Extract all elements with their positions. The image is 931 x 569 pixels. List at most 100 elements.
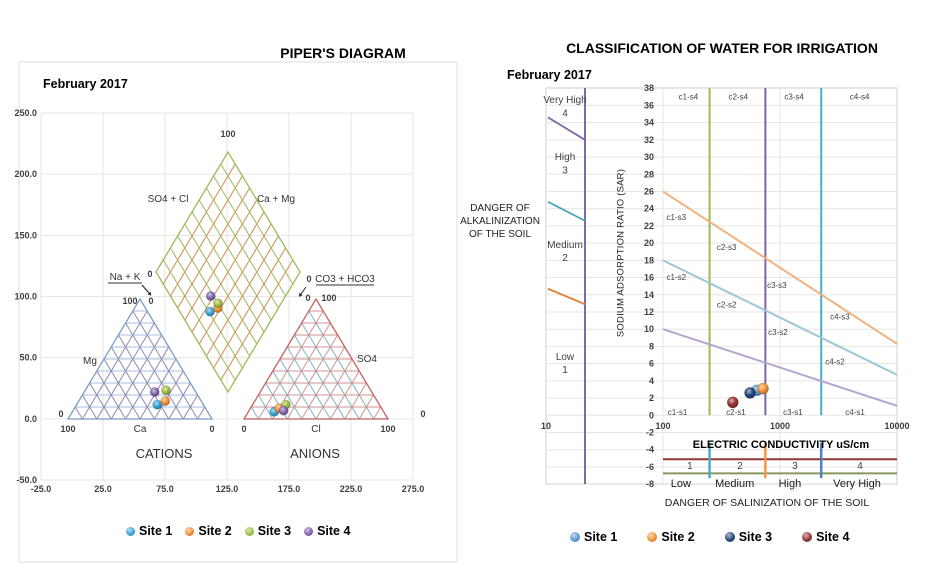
legend-label: Site 2 <box>198 524 232 538</box>
diamond-grid <box>205 235 279 357</box>
sar-tick: 24 <box>644 204 654 214</box>
zone-label: c2-s1 <box>726 408 746 417</box>
ternary-grid <box>344 382 367 420</box>
piper-point-site-4-anion[interactable] <box>278 405 289 416</box>
legend-item-site-4[interactable]: Site 4 <box>304 524 350 538</box>
piper-point-site-1-cation[interactable] <box>152 399 163 410</box>
sar-tick: 12 <box>644 307 654 317</box>
piper-annotation: 0 <box>306 274 311 284</box>
ussl-point-site-3[interactable] <box>744 387 756 399</box>
ternary-grid <box>293 334 346 420</box>
legend-marker <box>647 532 658 542</box>
ternary-grid <box>168 382 191 420</box>
legend-item-site-3[interactable]: Site 3 <box>244 524 291 538</box>
sar-tick: 22 <box>644 221 654 231</box>
legend-item-site-2[interactable]: Site 2 <box>185 524 232 538</box>
ussl-frame <box>545 87 898 485</box>
arrowhead <box>298 292 303 297</box>
piper-annotation: 100 <box>321 293 336 303</box>
salinization-class-number: 1 <box>687 461 693 472</box>
sar-tick: 26 <box>644 186 654 196</box>
piper-annotation: Ca <box>134 424 147 435</box>
zone-label: c1-s2 <box>667 273 687 282</box>
piper-annotation: 100 <box>220 129 235 139</box>
legend-item-site-2[interactable]: Site 2 <box>647 530 695 544</box>
legend-item-site-1[interactable]: Site 1 <box>126 524 172 538</box>
piper-y-tick: 200.0 <box>14 169 37 179</box>
sar-tick: 38 <box>644 83 654 93</box>
piper-point-site-4-cation[interactable] <box>149 387 160 397</box>
salinization-class-number: 3 <box>792 461 798 472</box>
ternary-grid <box>96 370 127 420</box>
sar-tick: 20 <box>644 238 654 248</box>
sar-tick: 16 <box>644 273 654 283</box>
ternary-grid <box>110 334 163 420</box>
legend-label: Site 1 <box>139 524 173 538</box>
ec-tick: 100 <box>655 421 670 431</box>
piper-annotation: 0 <box>305 293 310 303</box>
piper-annotation: 0 <box>58 409 63 419</box>
legend-item-site-4[interactable]: Site 4 <box>802 530 849 544</box>
piper-annotation: 0 <box>147 269 152 279</box>
salinization-class-label: Very High <box>833 478 881 490</box>
alkalinity-class-boundary <box>547 287 586 306</box>
sodium-boundary-line <box>662 328 898 407</box>
sar-tick: 6 <box>649 359 654 369</box>
piper-annotation: 100 <box>122 296 137 306</box>
cations-caption: CATIONS <box>135 446 193 461</box>
legend-marker <box>724 532 735 542</box>
piper-point-site-4-diamond[interactable] <box>205 291 216 301</box>
piper-point-site-3-diamond[interactable] <box>213 298 223 309</box>
sar-tick: -8 <box>646 479 654 489</box>
piper-y-tick: 150.0 <box>14 230 37 240</box>
salinization-class-label: Low <box>671 478 691 490</box>
ussl-chart-subtitle: February 2017 <box>507 68 592 82</box>
piper-frame <box>18 61 458 563</box>
legend-item-site-1[interactable]: Site 1 <box>570 530 617 544</box>
ternary-grid <box>182 394 199 420</box>
legend-label: Site 1 <box>584 530 618 544</box>
piper-point-site-3-cation[interactable] <box>161 385 171 396</box>
ussl-point-site-4[interactable] <box>726 396 739 409</box>
alkalinity-class-boundary <box>547 201 586 222</box>
alkalinity-class-label: Low <box>556 352 575 363</box>
ussl-chart-title: CLASSIFICATION OF WATER FOR IRRIGATION <box>566 40 878 56</box>
sar-tick: 0 <box>649 410 654 420</box>
ternary-grid <box>373 406 382 420</box>
legend-item-site-3[interactable]: Site 3 <box>724 530 772 544</box>
piper-point-site-1-diamond[interactable] <box>205 306 215 317</box>
zone-label: c2-s4 <box>729 92 749 101</box>
sodium-boundary-line <box>662 259 898 376</box>
alkalinization-caption-line: DANGER OF <box>470 203 530 214</box>
legend-marker <box>126 526 135 536</box>
piper-x-tick: 225.0 <box>340 484 363 494</box>
anions-caption: ANIONS <box>290 446 340 461</box>
alkalinity-class-label: Medium <box>547 240 583 251</box>
zone-label: c4-s2 <box>825 357 845 366</box>
legend-marker <box>802 532 813 542</box>
sar-tick: 4 <box>649 376 654 386</box>
zone-label: c4-s4 <box>850 92 870 101</box>
sar-tick: 30 <box>644 152 654 162</box>
diamond-grid <box>205 187 279 309</box>
sar-tick: -4 <box>646 445 654 455</box>
legend-marker <box>244 526 254 536</box>
piper-annotation: 0 <box>241 424 246 434</box>
diamond-grid <box>213 247 287 369</box>
piper-annotation: 100 <box>60 424 75 434</box>
ternary-outline <box>66 297 214 420</box>
sar-tick: 10 <box>644 324 654 334</box>
piper-x-tick: 175.0 <box>278 484 301 494</box>
piper-annotation: 0 <box>420 409 425 419</box>
sar-tick: 18 <box>644 255 654 265</box>
annotation-arrow <box>141 284 150 294</box>
sar-axis-label: SODIUM ADSORPTION RATIO (SAR) <box>615 168 627 338</box>
piper-x-tick: -25.0 <box>31 484 52 494</box>
ternary-grid <box>257 394 274 420</box>
piper-point-site-2-cation[interactable] <box>160 396 171 406</box>
legend-label: Site 4 <box>317 524 351 538</box>
alkalinity-class-number: 4 <box>562 109 568 120</box>
ussl-point-site-2[interactable] <box>757 382 769 395</box>
